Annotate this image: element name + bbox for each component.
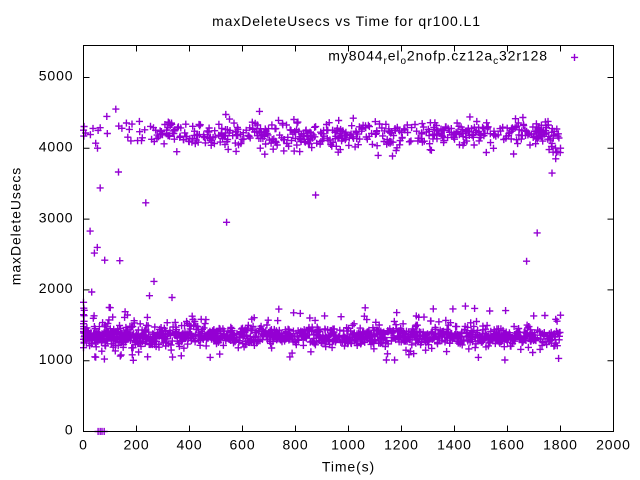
- svg-text:800: 800: [282, 437, 308, 453]
- svg-text:2000: 2000: [596, 437, 631, 453]
- svg-text:maxDeleteUsecs vs Time for qr1: maxDeleteUsecs vs Time for qr100.L1: [212, 13, 481, 29]
- svg-text:0: 0: [79, 437, 88, 453]
- svg-text:my8044relo2nofp.cz12ac32r128: my8044relo2nofp.cz12ac32r128: [328, 48, 548, 68]
- svg-text:1800: 1800: [543, 437, 578, 453]
- svg-text:2000: 2000: [39, 280, 74, 296]
- svg-text:Time(s): Time(s): [322, 459, 375, 475]
- svg-text:1200: 1200: [384, 437, 419, 453]
- svg-text:600: 600: [229, 437, 255, 453]
- svg-text:4000: 4000: [39, 139, 74, 155]
- svg-text:1400: 1400: [437, 437, 472, 453]
- svg-text:400: 400: [176, 437, 202, 453]
- svg-text:200: 200: [123, 437, 149, 453]
- svg-text:1600: 1600: [490, 437, 525, 453]
- svg-text:5000: 5000: [39, 68, 74, 84]
- svg-text:maxDeleteUsecs: maxDeleteUsecs: [8, 167, 24, 285]
- svg-text:3000: 3000: [39, 209, 74, 225]
- svg-text:1000: 1000: [39, 351, 74, 367]
- svg-text:1000: 1000: [331, 437, 366, 453]
- svg-text:0: 0: [65, 422, 74, 438]
